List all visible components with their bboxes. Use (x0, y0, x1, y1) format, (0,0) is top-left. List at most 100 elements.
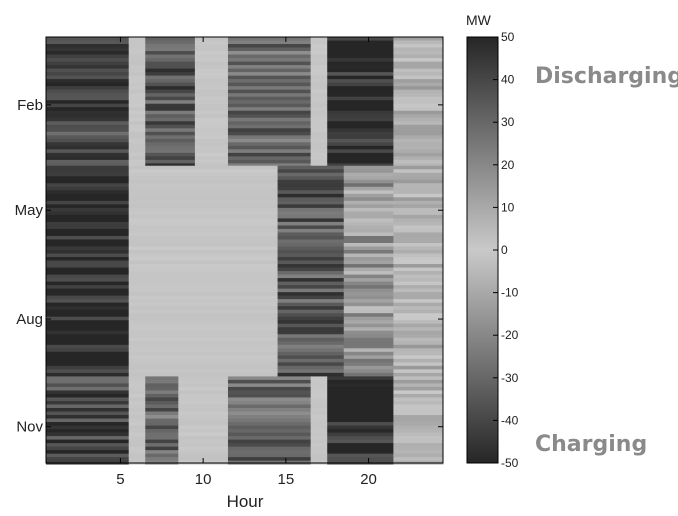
heatmap-cell (327, 72, 394, 77)
heatmap-cell (227, 411, 312, 416)
heatmap-cell (393, 142, 444, 147)
heatmap-cell (277, 334, 345, 339)
heatmap-cell (310, 425, 328, 430)
heatmap-cell (327, 422, 394, 426)
heatmap-cell (194, 159, 229, 164)
heatmap-cell (310, 107, 328, 112)
heatmap-cell (277, 176, 345, 181)
heatmap-cell (227, 422, 312, 426)
heatmap-cell (128, 390, 146, 395)
heatmap-cell (327, 404, 394, 409)
heatmap-cell (327, 156, 394, 161)
heatmap-cell (393, 200, 444, 205)
heatmap-cell (327, 131, 394, 136)
heatmap-cell (145, 107, 196, 112)
heatmap-cell (46, 204, 130, 209)
heatmap-cell (128, 37, 146, 41)
heatmap-cell (194, 128, 229, 133)
heatmap-cell (46, 221, 130, 226)
heatmap-cell (393, 446, 444, 451)
heatmap-cell (46, 365, 130, 370)
heatmap-cell (194, 93, 229, 98)
heatmap-cell (393, 323, 444, 328)
heatmap-cell (343, 292, 394, 297)
heatmap-cell (178, 415, 229, 419)
heatmap-cell (327, 124, 394, 129)
heatmap-cell (128, 250, 278, 254)
heatmap-cell (310, 51, 328, 55)
heatmap-cell (310, 383, 328, 388)
heatmap-cell (393, 165, 444, 170)
heatmap-cell (327, 152, 394, 157)
heatmap-cell (145, 37, 196, 41)
heatmap-cell (128, 292, 278, 297)
heatmap-cell (128, 246, 278, 251)
heatmap-cell (128, 124, 146, 129)
heatmap-cell (128, 288, 278, 293)
heatmap-cell (227, 390, 312, 395)
heatmap-cell (393, 172, 444, 177)
heatmap-cell (310, 163, 328, 167)
heatmap-cell (128, 121, 146, 126)
heatmap-cell (194, 100, 229, 105)
heatmap-cell (327, 386, 394, 391)
heatmap-cell (46, 190, 130, 195)
heatmap-cell (393, 439, 444, 444)
heatmap-cell (178, 422, 229, 426)
heatmap-cell (327, 159, 394, 164)
heatmap-cell (393, 100, 444, 105)
heatmap-cell (393, 221, 444, 226)
heatmap-cell (277, 250, 345, 254)
heatmap-cell (227, 107, 312, 112)
heatmap-cell (343, 250, 394, 254)
heatmap-cell (178, 439, 229, 444)
heatmap-cell (194, 47, 229, 52)
heatmap-cell (227, 386, 312, 391)
heatmap-cell (277, 285, 345, 290)
heatmap-cell (46, 176, 130, 181)
heatmap-cell (327, 58, 394, 62)
y-tick-label: Aug (16, 311, 43, 328)
heatmap-cell (227, 418, 312, 423)
heatmap-cell (327, 439, 394, 444)
heatmap-cell (227, 383, 312, 388)
heatmap-cell (393, 131, 444, 136)
heatmap-cell (343, 214, 394, 219)
colorbar-tick-label: -30 (501, 371, 519, 385)
heatmap-cell (393, 443, 444, 448)
heatmap-cell (343, 313, 394, 318)
heatmap-cell (310, 149, 328, 154)
heatmap-cell (128, 446, 146, 451)
heatmap-cell (46, 68, 130, 73)
heatmap-cell (128, 306, 278, 311)
heatmap-cell (393, 138, 444, 143)
heatmap-cell (310, 386, 328, 391)
heatmap-cell (327, 376, 394, 381)
heatmap-cell (343, 186, 394, 191)
colorbar-title: MW (466, 12, 492, 28)
heatmap-cell (145, 404, 179, 409)
heatmap-cell (128, 225, 278, 230)
heatmap-cell (310, 37, 328, 41)
heatmap-cell (145, 390, 179, 395)
heatmap-cell (128, 400, 146, 405)
heatmap-cell (393, 79, 444, 84)
heatmap-cell (393, 124, 444, 129)
heatmap-cell (393, 214, 444, 219)
heatmap-cell (145, 89, 196, 94)
heatmap-cell (128, 425, 146, 430)
heatmap-cell (277, 344, 345, 349)
heatmap-cell (327, 418, 394, 423)
heatmap-cell (227, 65, 312, 69)
heatmap-cell (46, 341, 130, 346)
heatmap-cell (393, 316, 444, 321)
heatmap-cell (227, 397, 312, 402)
heatmap-cell (145, 436, 179, 440)
heatmap-cell (327, 393, 394, 398)
heatmap-cell (227, 110, 312, 115)
heatmap-cell (277, 197, 345, 202)
heatmap-cell (145, 439, 179, 444)
heatmap-cell (393, 250, 444, 254)
heatmap-cell (46, 75, 130, 80)
heatmap-cell (46, 446, 130, 451)
